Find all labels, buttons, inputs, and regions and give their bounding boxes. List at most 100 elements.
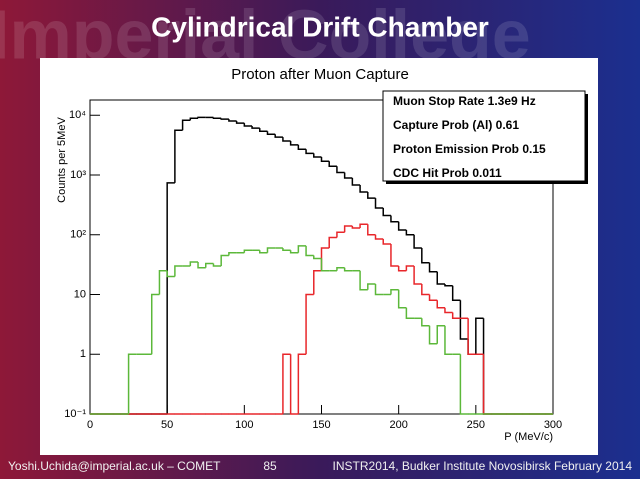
x-tick-label: 0 (87, 419, 93, 431)
stats-line: Capture Prob (Al) 0.61 (393, 118, 519, 132)
histogram-bin (421, 248, 430, 264)
histogram-bin (158, 269, 168, 295)
histogram-bin (274, 134, 283, 138)
histogram-bin (428, 262, 438, 273)
histogram-bin (297, 353, 307, 414)
histogram-bin (444, 283, 453, 287)
histogram-bin (174, 265, 183, 277)
histogram-bin (228, 251, 237, 256)
histogram-bin (475, 317, 484, 355)
histogram-bin (282, 137, 291, 142)
histogram-bin (220, 118, 229, 120)
histogram-bin (266, 247, 276, 253)
histogram-bin (305, 245, 314, 257)
histogram-bin (251, 126, 260, 129)
histogram-bin (390, 289, 399, 295)
x-axis-label: P (MeV/c) (504, 431, 553, 443)
histogram-bin (166, 182, 175, 414)
histogram-bin (397, 221, 407, 231)
histogram-bin (359, 185, 368, 193)
histogram-bin (436, 300, 445, 309)
histogram-bin (374, 234, 384, 240)
histogram-bin (289, 141, 299, 146)
stats-line: CDC Hit Prob 0.011 (393, 166, 502, 180)
chart-title: Proton after Muon Capture (231, 66, 409, 83)
histogram-bin (212, 117, 222, 120)
x-tick-label: 300 (544, 419, 562, 431)
histogram-bin (305, 149, 314, 155)
histogram-bin (367, 191, 376, 199)
histogram-bin (382, 238, 391, 245)
histogram-bin (343, 267, 353, 272)
histogram-bin (405, 230, 415, 236)
histogram-bin (243, 123, 253, 127)
histogram-bin (282, 248, 291, 252)
histogram-bin (444, 325, 453, 355)
page-number: 85 (263, 459, 277, 473)
histogram-bin (197, 261, 206, 269)
footer-conference: INSTR2014, Budker Institute Novosibirsk … (333, 459, 633, 473)
histogram-bin (336, 231, 345, 238)
histogram-bin (405, 307, 415, 320)
histogram-bin (359, 223, 368, 228)
histogram-bin (297, 245, 307, 253)
histogram-bin (436, 324, 445, 344)
histogram-bin (421, 318, 430, 327)
histogram-bin (397, 289, 407, 309)
histogram-bin (259, 250, 268, 254)
histogram-bin (328, 236, 337, 249)
y-tick-label: 10 (74, 288, 86, 300)
histogram-bin (444, 307, 453, 314)
histogram-bin (313, 269, 322, 295)
histogram-bin (421, 283, 430, 296)
x-tick-label: 200 (389, 419, 407, 431)
histogram-bin (390, 244, 399, 267)
histogram-bin (428, 294, 438, 302)
histogram-bin (313, 255, 322, 260)
histogram-bin (343, 172, 353, 179)
histogram-bin (235, 121, 245, 124)
histogram-bin (189, 117, 199, 121)
histogram-bin (336, 166, 345, 174)
stats-box (382, 90, 586, 182)
y-tick-label: 1 (80, 348, 86, 360)
histogram-bin (405, 265, 415, 271)
histogram-bin (413, 265, 422, 285)
slide-title: Cylindrical Drift Chamber (151, 11, 489, 42)
histogram-bin (166, 270, 175, 278)
histogram-bin (282, 353, 291, 414)
histogram-bin (459, 300, 469, 340)
y-tick-label: 10³ (70, 169, 86, 181)
histogram-bin (367, 283, 376, 290)
histogram-bin (289, 250, 299, 254)
histogram-bin (320, 258, 330, 272)
histogram-bin (212, 263, 222, 267)
histogram-bin (451, 312, 461, 320)
histogram-bin (289, 354, 299, 415)
histogram-bin (189, 261, 199, 266)
histogram-bin (397, 265, 407, 272)
histogram-bin (436, 271, 445, 285)
histogram-bin (150, 293, 160, 355)
histogram-bin (390, 215, 399, 223)
histogram-bin (467, 318, 476, 355)
histogram-bin (351, 178, 361, 186)
x-tick-label: 100 (235, 419, 253, 431)
histogram-bin (320, 157, 330, 162)
x-tick-label: 150 (312, 419, 330, 431)
y-axis-label: Counts per 5MeV (56, 117, 68, 203)
histogram-bin (382, 208, 391, 217)
histogram-bin (220, 254, 229, 266)
stats-line: Muon Stop Rate 1.3e9 Hz (393, 94, 536, 108)
histogram-bin (228, 119, 237, 122)
x-tick-label: 250 (467, 419, 485, 431)
histogram-bin (336, 267, 345, 271)
histogram-bin (451, 285, 461, 302)
histogram-bin (127, 353, 137, 414)
histogram-bin (428, 325, 438, 345)
histogram-bin (328, 161, 337, 168)
histogram-bin (343, 225, 353, 233)
histogram-bin (459, 354, 469, 415)
